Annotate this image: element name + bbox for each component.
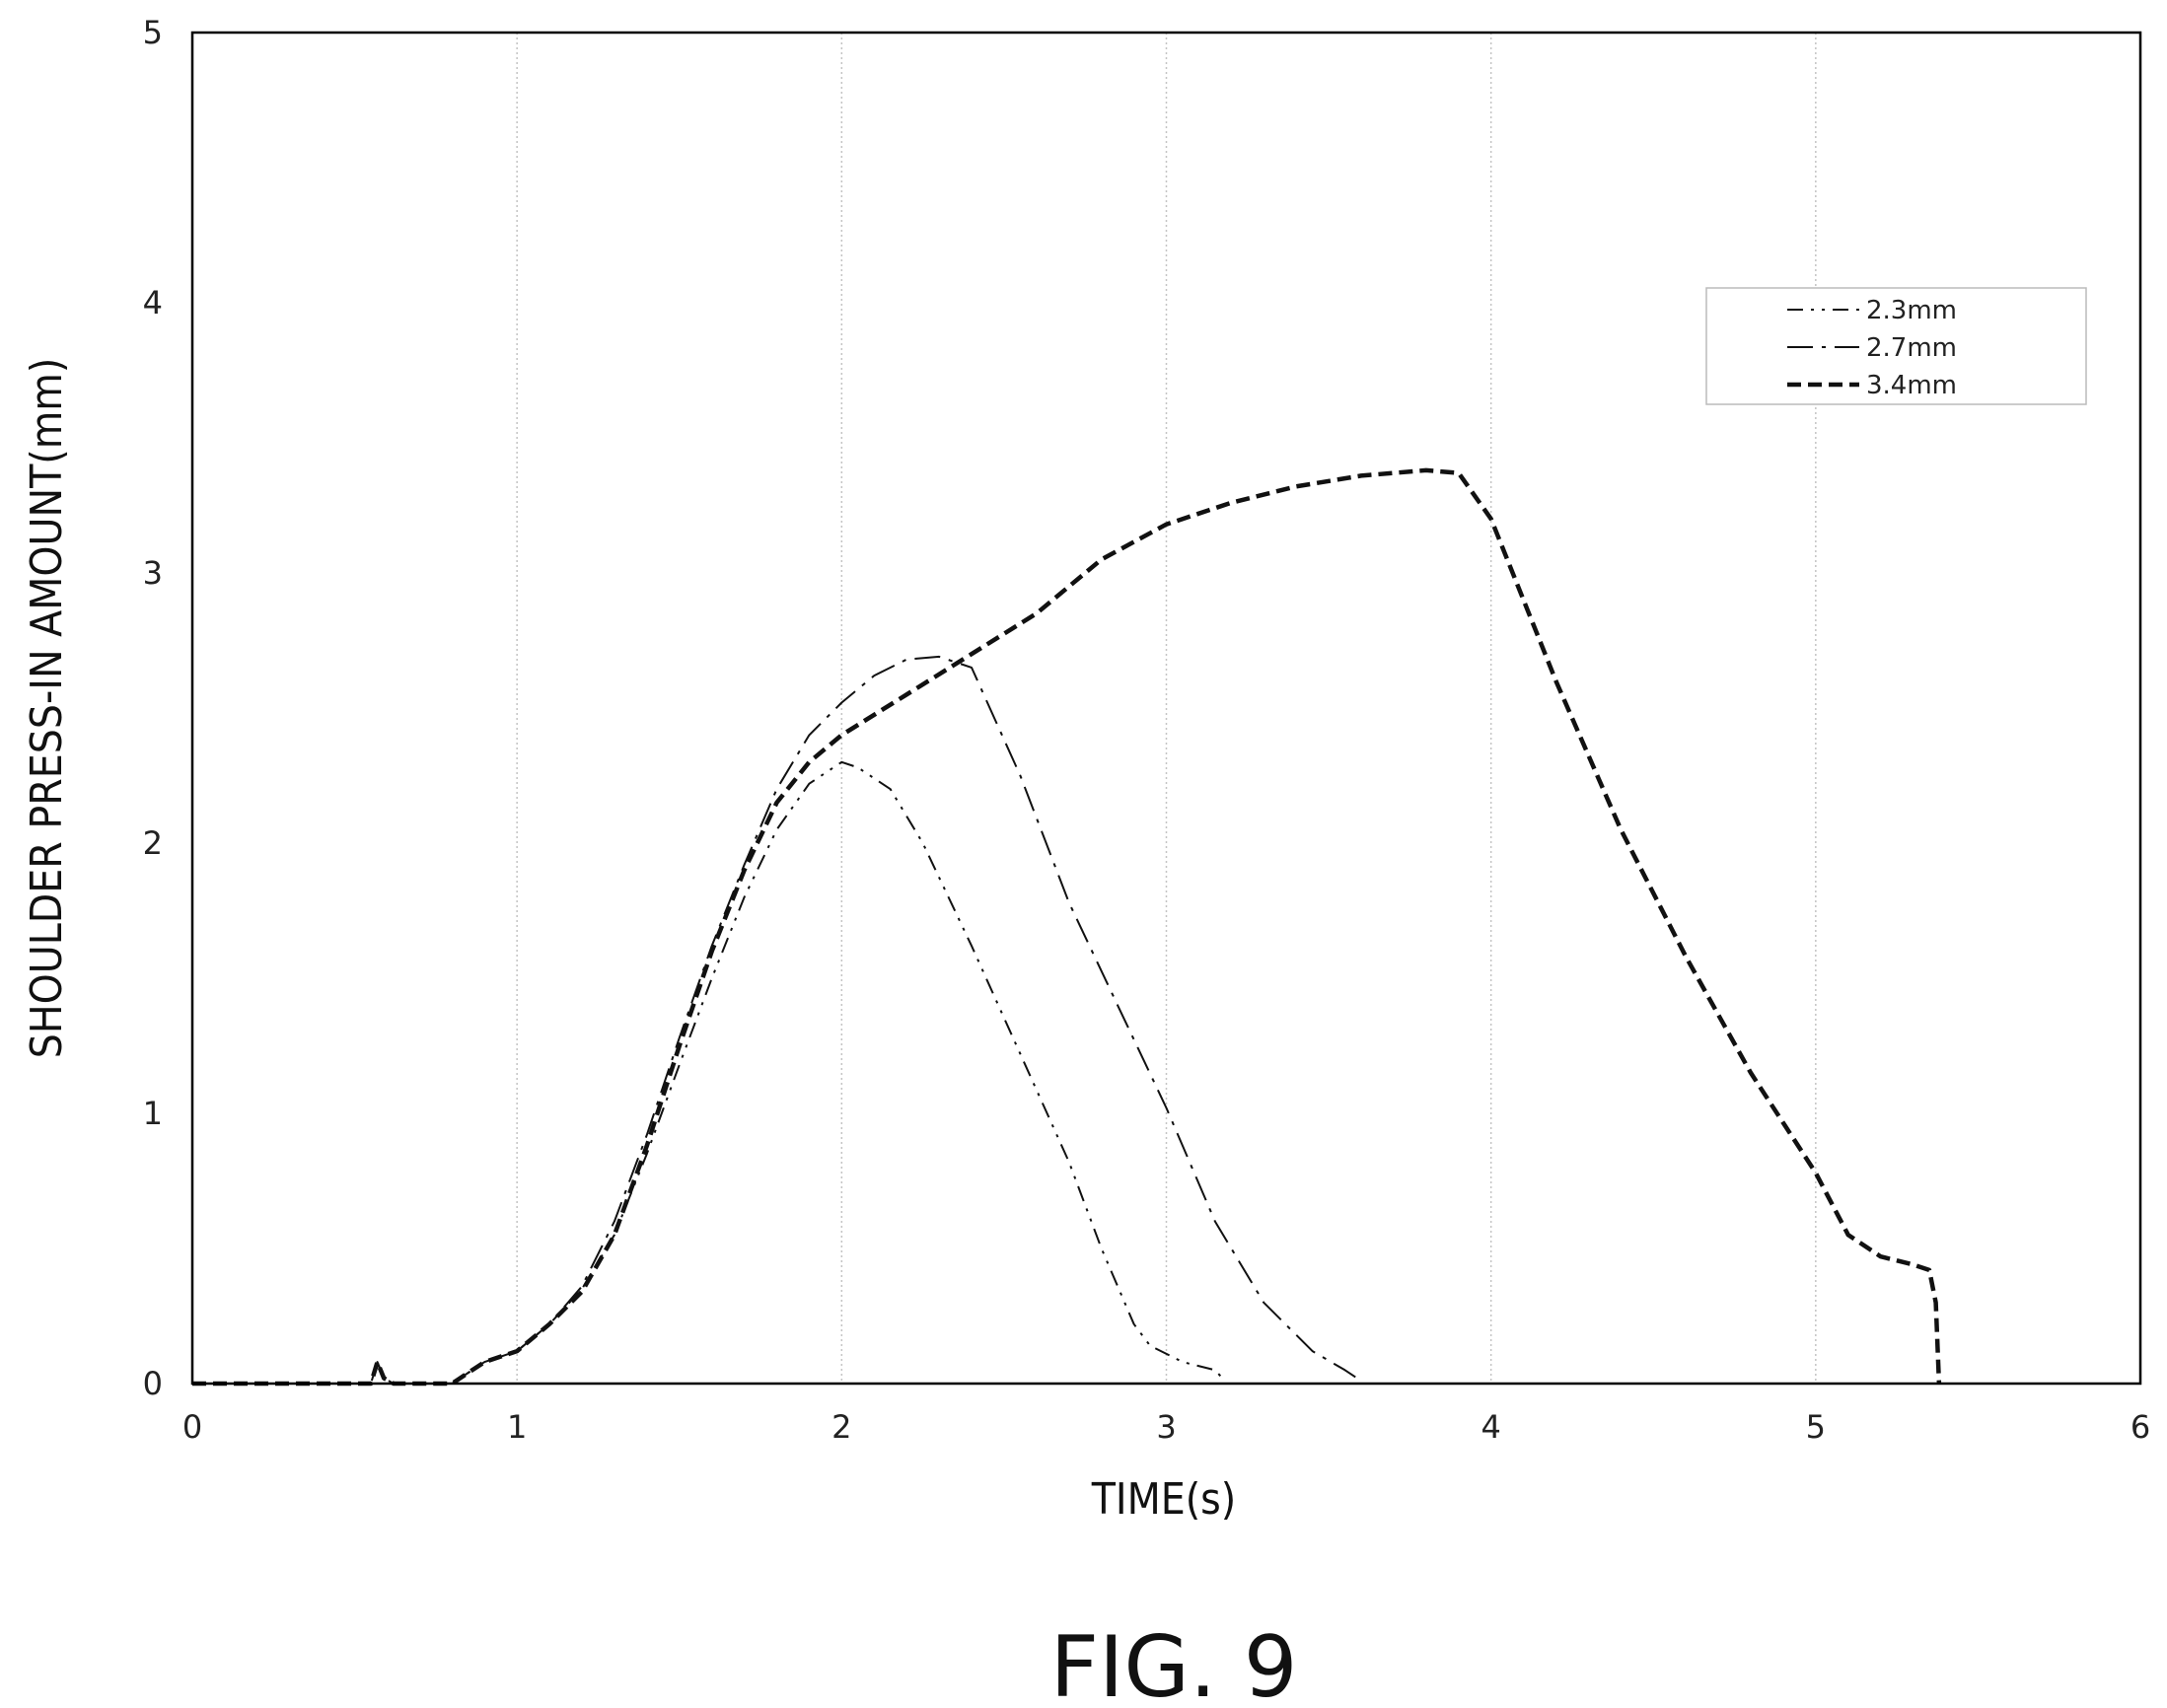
x-axis-title: TIME(s)	[1091, 1474, 1237, 1525]
tick-labels: 0 1 2 3 4 5 6 0 1 2 3 4 5	[143, 14, 2151, 1446]
series-line-2-7mm	[192, 655, 1362, 1385]
x-tick-label: 5	[1806, 1408, 1826, 1446]
x-tick-label: 4	[1481, 1408, 1500, 1446]
y-tick-label: 1	[143, 1095, 163, 1132]
series-lines	[192, 467, 1942, 1387]
legend-label: 3.4mm	[1866, 371, 1957, 400]
series-line-3-4mm	[192, 467, 1942, 1387]
series-line-2-3mm	[192, 760, 1226, 1385]
y-axis-title: SHOULDER PRESS-IN AMOUNT(mm)	[22, 358, 72, 1059]
legend-label: 2.3mm	[1866, 296, 1957, 325]
x-tick-label: 3	[1156, 1408, 1176, 1446]
y-tick-label: 4	[143, 284, 163, 321]
y-tick-label: 3	[143, 554, 163, 592]
x-tick-label: 0	[182, 1408, 202, 1446]
figure-caption: FIG. 9	[1050, 1618, 1298, 1708]
gridlines	[516, 33, 1817, 1384]
legend: 2.3mm 2.7mm 3.4mm	[1705, 287, 2087, 405]
plot-frame	[190, 31, 2142, 1386]
legend-box	[1705, 287, 2087, 405]
y-tick-label: 2	[143, 824, 163, 862]
x-tick-label: 1	[507, 1408, 527, 1446]
x-tick-label: 6	[2131, 1408, 2150, 1446]
x-tick-label: 2	[831, 1408, 851, 1446]
legend-label: 2.7mm	[1866, 333, 1957, 363]
y-tick-label: 5	[143, 14, 163, 51]
y-tick-label: 0	[143, 1365, 163, 1402]
